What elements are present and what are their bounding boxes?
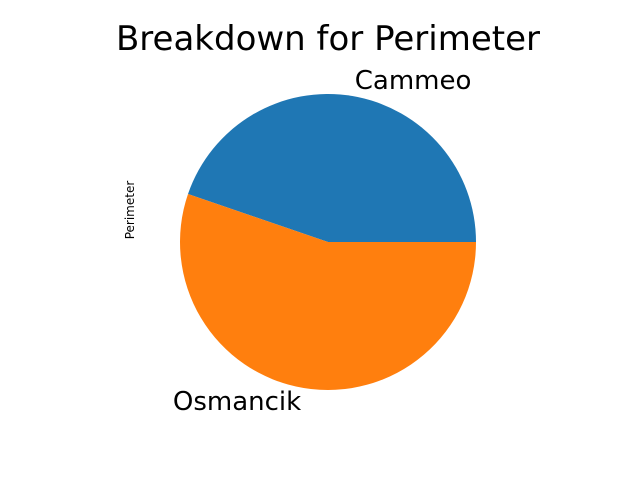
y-axis-label: Perimeter xyxy=(123,181,137,240)
pie-slices xyxy=(180,93,477,390)
slice-label-osmancik: Osmancik xyxy=(173,387,301,417)
pie-slice-osmancik xyxy=(180,193,477,390)
chart-title: Breakdown for Perimeter xyxy=(116,19,540,59)
pie-slice-cammeo xyxy=(188,93,476,242)
slice-label-cammeo: Cammeo xyxy=(355,66,472,96)
slice-labels: Cammeo Osmancik xyxy=(173,66,472,417)
